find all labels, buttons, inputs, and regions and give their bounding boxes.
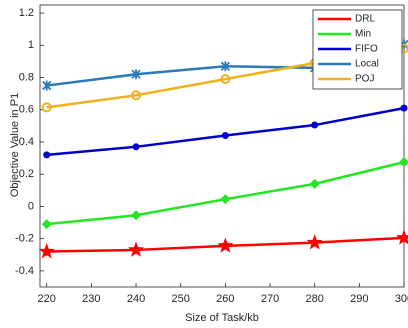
marker <box>131 210 142 221</box>
marker <box>306 234 323 250</box>
marker <box>38 243 55 259</box>
marker <box>43 151 51 159</box>
marker <box>395 229 408 245</box>
series <box>41 157 408 230</box>
marker <box>220 74 231 85</box>
y-tick-label: 0.8 <box>19 71 34 83</box>
marker <box>41 102 52 113</box>
y-tick-label: 0.4 <box>19 136 34 148</box>
y-tick-label: -0.2 <box>15 233 34 245</box>
x-tick-label: 260 <box>216 293 234 305</box>
legend-label: POJ <box>355 74 374 85</box>
legend-label: FIFO <box>355 44 378 55</box>
y-tick-label: 1.2 <box>19 7 34 19</box>
marker <box>41 219 52 230</box>
marker <box>131 90 142 101</box>
marker <box>217 237 234 253</box>
x-tick-label: 220 <box>38 293 56 305</box>
marker <box>128 241 145 257</box>
y-axis-label: Objective Value in P1 <box>9 93 21 197</box>
marker <box>220 194 231 205</box>
marker <box>131 69 141 80</box>
y-tick-label: 1 <box>28 39 34 51</box>
marker <box>309 178 320 189</box>
legend-label: Min <box>355 29 371 40</box>
x-tick-label: 290 <box>350 293 368 305</box>
y-tick-label: 0.2 <box>19 168 34 180</box>
series <box>38 229 408 259</box>
marker <box>311 121 319 129</box>
x-tick-label: 270 <box>261 293 279 305</box>
marker <box>221 132 229 140</box>
y-tick-label: 0.6 <box>19 104 34 116</box>
y-tick-label: -0.4 <box>15 265 34 277</box>
x-tick-label: 280 <box>305 293 323 305</box>
x-tick-label: 230 <box>82 293 100 305</box>
marker <box>400 104 408 112</box>
legend-label: DRL <box>355 14 375 25</box>
x-axis-label: Size of Task/kb <box>185 312 259 324</box>
legend-label: Local <box>355 59 379 70</box>
marker <box>220 61 230 72</box>
marker <box>399 157 408 168</box>
marker <box>132 143 140 151</box>
series <box>43 104 408 159</box>
y-tick-label: 0 <box>28 200 34 212</box>
x-tick-label: 300 <box>395 293 408 305</box>
x-tick-label: 240 <box>127 293 145 305</box>
marker <box>42 80 52 91</box>
x-tick-label: 250 <box>172 293 190 305</box>
